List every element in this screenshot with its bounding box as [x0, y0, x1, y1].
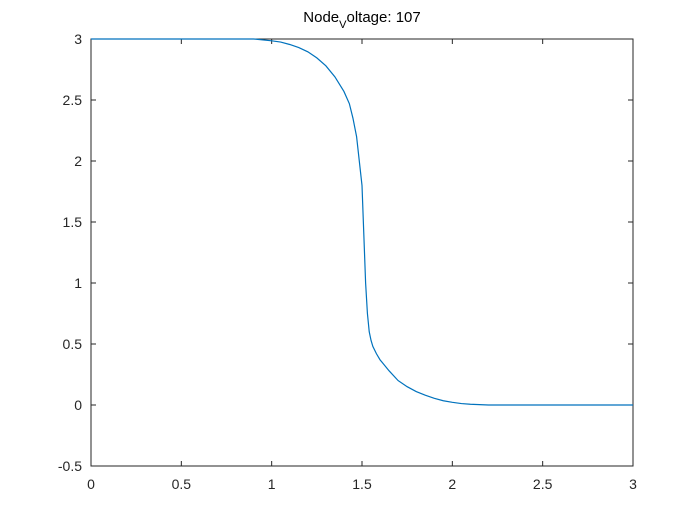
- x-tick-label: 0: [87, 476, 95, 492]
- x-axis: 0 0.5 1 1.5 2 2.5 3: [87, 39, 637, 492]
- chart-title-main: Node: [303, 9, 339, 26]
- y-tick-label: 1: [74, 275, 82, 291]
- y-tick-label: -0.5: [58, 458, 82, 474]
- x-tick-label: 1.5: [352, 476, 372, 492]
- x-tick-label: 2: [448, 476, 456, 492]
- y-tick-label: 2: [74, 153, 82, 169]
- y-tick-label: 0.5: [63, 336, 83, 352]
- chart-title-subscript: V: [339, 19, 347, 31]
- chart-title-rest: oltage: 107: [346, 9, 420, 26]
- y-tick-label: 3: [74, 31, 82, 47]
- y-tick-label: 1.5: [63, 214, 83, 230]
- y-tick-label: 2.5: [63, 92, 83, 108]
- x-tick-label: 2.5: [533, 476, 553, 492]
- y-axis: -0.5 0 0.5 1 1.5 2 2.5 3: [58, 31, 633, 474]
- x-tick-label: 0.5: [172, 476, 192, 492]
- chart-title: NodeVoltage: 107: [303, 9, 420, 31]
- x-tick-label: 3: [629, 476, 637, 492]
- y-tick-label: 0: [74, 397, 82, 413]
- axes-box: [90, 38, 634, 467]
- plot-area: 0 0.5 1 1.5 2 2.5 3 -0.5 0 0.5 1 1.5 2 2.5 3: [58, 31, 637, 492]
- x-tick-label: 1: [268, 476, 276, 492]
- data-series-line: [91, 38, 633, 406]
